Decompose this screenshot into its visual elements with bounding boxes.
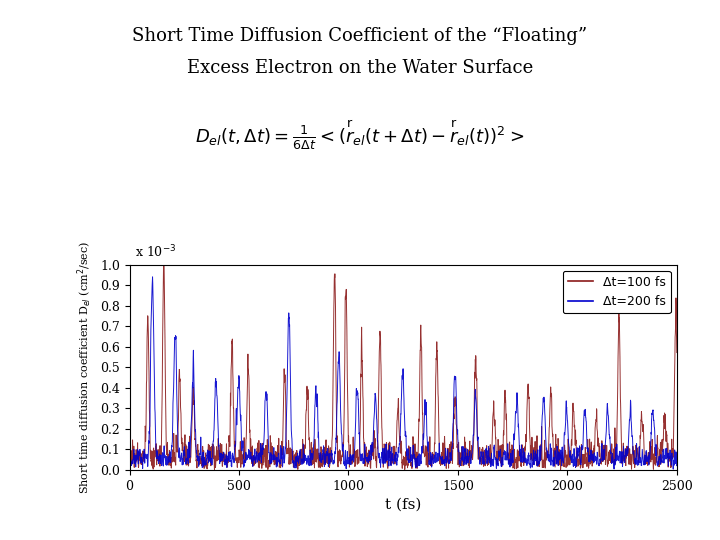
Text: Short Time Diffusion Coefficient of the “Floating”: Short Time Diffusion Coefficient of the … <box>132 27 588 45</box>
Text: x 10$^{-3}$: x 10$^{-3}$ <box>135 244 176 260</box>
Legend: Δt=100 fs, Δt=200 fs: Δt=100 fs, Δt=200 fs <box>562 271 670 313</box>
Y-axis label: Short time diffusion coefficient D$_{el}$ (cm$^2$/sec): Short time diffusion coefficient D$_{el}… <box>76 241 94 494</box>
Text: Excess Electron on the Water Surface: Excess Electron on the Water Surface <box>187 59 533 77</box>
X-axis label: t (fs): t (fs) <box>385 498 421 512</box>
Text: $D_{el}(t,\Delta t) = \frac{1}{6\Delta t} < (\overset{\mathsf{r}}{r}_{el}(t+\Del: $D_{el}(t,\Delta t) = \frac{1}{6\Delta t… <box>195 119 525 152</box>
